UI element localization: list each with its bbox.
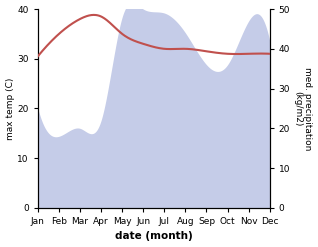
Y-axis label: med. precipitation
(kg/m2): med. precipitation (kg/m2): [293, 67, 313, 150]
Y-axis label: max temp (C): max temp (C): [5, 77, 15, 140]
X-axis label: date (month): date (month): [115, 231, 193, 242]
